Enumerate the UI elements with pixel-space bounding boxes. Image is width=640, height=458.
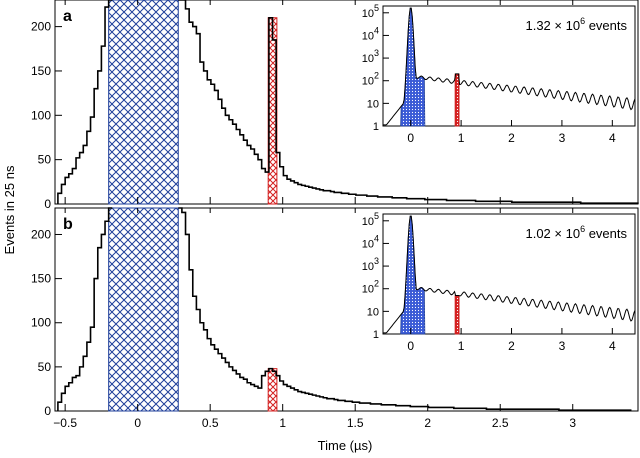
y-axis-label: Events in 25 ns	[2, 165, 17, 254]
inset-y-tick-label: 104	[362, 25, 379, 42]
inset-outline	[383, 7, 636, 126]
y-tick-label: 150	[31, 272, 51, 286]
panel-label: b	[63, 216, 73, 233]
x-tick-label: 0	[134, 416, 141, 430]
x-tick-label: 1.5	[347, 416, 364, 430]
histogram-line-right	[178, 0, 639, 204]
inset-b: 1 10 102 103 104 105 0 1 2 3 4 1.02 × 106 events	[362, 211, 636, 353]
blue-band	[108, 207, 179, 412]
inset-y-tick-label: 103	[362, 48, 379, 65]
y-tick-label: 150	[31, 64, 51, 78]
x-tick-label: 3	[569, 416, 576, 430]
histogram-line-left	[57, 0, 113, 204]
x-tick-label: 2.5	[492, 416, 509, 430]
inset-y-tick-label: 1	[373, 121, 379, 133]
inset-outline	[383, 215, 636, 334]
y-tick-label: 100	[31, 316, 51, 330]
inset-y-tick-label: 105	[362, 211, 379, 228]
x-tick-label: 2	[424, 416, 431, 430]
x-tick-label: −0.5	[53, 416, 77, 430]
inset-y-tick-label: 102	[362, 279, 379, 296]
panel-label: a	[63, 8, 72, 25]
inset-y-tick-label: 105	[362, 3, 379, 20]
inset-y-tick-label: 102	[362, 71, 379, 88]
y-tick-label: 200	[31, 20, 51, 34]
y-tick-label: 50	[38, 153, 52, 167]
blue-band	[108, 0, 179, 205]
inset-y-tick-label: 10	[367, 98, 379, 110]
inset-x-tick-label: 0	[407, 339, 414, 353]
y-tick-label: 100	[31, 108, 51, 122]
inset-x-tick-label: 1	[458, 339, 465, 353]
inset-x-tick-label: 1	[458, 131, 465, 145]
y-tick-label: 50	[38, 360, 52, 374]
inset-y-tick-label: 104	[362, 233, 379, 250]
x-axis-label: Time (µs)	[318, 438, 373, 453]
panel-a: 0 50 100 150 200 a 1 10 102 103 104 105 0 1 2 3 4 1.32 × …	[31, 0, 639, 211]
inset-x-tick-label: 3	[559, 339, 566, 353]
inset-red-spike	[454, 73, 460, 127]
x-tick-label: 0.5	[202, 416, 219, 430]
inset-a: 1 10 102 103 104 105 0 1 2 3 4 1.32 × 106 events	[362, 3, 636, 145]
inset-events-label: 1.32 × 106 events	[525, 16, 627, 33]
y-tick-label: 0	[44, 404, 51, 418]
inset-events-label: 1.02 × 106 events	[525, 224, 627, 241]
inset-y-tick-label: 10	[367, 306, 379, 318]
histogram-line-right	[178, 207, 632, 411]
inset-x-tick-label: 0	[407, 131, 414, 145]
panel-frame	[54, 0, 639, 205]
inset-x-tick-label: 4	[609, 131, 616, 145]
histogram-line-left	[57, 207, 113, 411]
x-tick-label: 1	[279, 416, 286, 430]
y-tick-label: 200	[31, 227, 51, 241]
inset-x-tick-label: 2	[508, 339, 515, 353]
inset-red-spike	[454, 295, 460, 335]
y-tick-label: 0	[44, 197, 51, 211]
inset-y-tick-label: 103	[362, 256, 379, 273]
panel-frame	[54, 207, 639, 412]
inset-x-tick-label: 2	[508, 131, 515, 145]
inset-y-tick-label: 1	[373, 329, 379, 341]
inset-x-tick-label: 4	[609, 339, 616, 353]
inset-x-tick-label: 3	[559, 131, 566, 145]
